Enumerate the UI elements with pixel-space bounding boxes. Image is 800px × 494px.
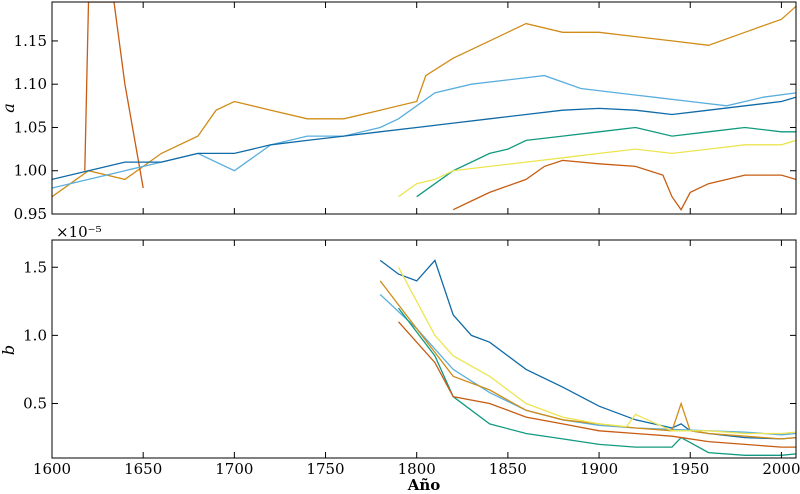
y-ticks-b: 0.5 1.0 1.5: [23, 258, 796, 413]
x-ticks-a: [51, 2, 782, 214]
x-ticks-b: 1600 1650 1700 1750 1800 1850 1900 1950 2000: [33, 240, 800, 478]
y-tick-label-a-2: 1.05: [14, 118, 47, 136]
series-line-b-0: [379, 259, 796, 440]
y-scale-label-b: ×10⁻⁵: [56, 223, 102, 241]
series-line-a-1: [84, 2, 144, 189]
y-tick-label-a-1: 1.00: [14, 162, 47, 180]
x-tick-label-b-6: 1900: [580, 460, 618, 478]
y-axis-label-b: b: [0, 345, 18, 355]
x-tick-label-b-3: 1750: [306, 460, 344, 478]
x-tick-label-b-0: 1600: [33, 460, 71, 478]
panel-b: 0.5 1.0 1.5 1600 1650 1700 1750 1800 1850 1900 19…: [0, 223, 800, 494]
series-line-b-4: [397, 307, 796, 456]
series-group-b: [379, 259, 796, 456]
series-line-b-3: [397, 266, 796, 435]
series-line-a-0: [52, 5, 796, 198]
x-tick-label-b-7: 1950: [671, 460, 709, 478]
y-tick-label-a-3: 1.10: [14, 75, 47, 93]
plot-frame-a: [51, 1, 797, 215]
series-line-a-4: [52, 96, 796, 181]
y-ticks-a: 0.95 1.00 1.05 1.10 1.15: [14, 32, 796, 223]
plot-frame-b: [51, 239, 797, 459]
panel-a: 0.95 1.00 1.05 1.10 1.15 a: [0, 1, 797, 223]
y-tick-label-b-0: 0.5: [23, 395, 47, 413]
y-tick-label-a-0: 0.95: [14, 205, 47, 223]
x-tick-label-b-8: 2000: [762, 460, 800, 478]
series-line-a-2: [452, 159, 796, 211]
x-tick-label-b-4: 1800: [398, 460, 436, 478]
series-group-a: [52, 2, 796, 211]
series-line-b-1: [379, 294, 796, 436]
x-tick-label-b-2: 1700: [215, 460, 253, 478]
y-tick-label-a-4: 1.15: [14, 32, 47, 50]
y-tick-label-b-2: 1.5: [23, 258, 47, 276]
x-tick-label-b-5: 1850: [489, 460, 527, 478]
y-tick-label-b-1: 1.0: [23, 326, 47, 344]
y-axis-label-a: a: [0, 103, 18, 113]
x-axis-label: Año: [407, 476, 441, 494]
x-tick-label-b-1: 1650: [124, 460, 162, 478]
series-line-a-5: [416, 126, 796, 198]
series-line-a-3: [52, 74, 796, 189]
series-line-b-5: [398, 321, 796, 448]
series-line-b-2: [379, 280, 796, 440]
series-line-a-6: [398, 139, 796, 198]
